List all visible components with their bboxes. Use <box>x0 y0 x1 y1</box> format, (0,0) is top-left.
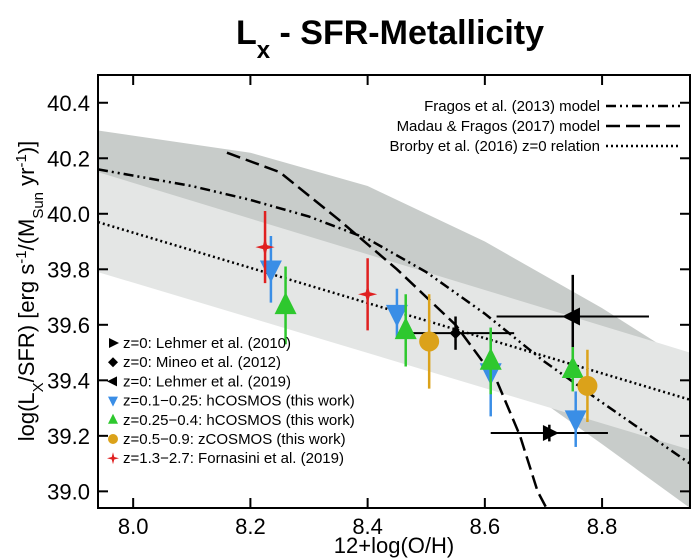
data-point <box>419 331 440 352</box>
y-label-part: /SFR) [erg s <box>14 264 39 383</box>
y-label-part: /(M <box>14 219 39 251</box>
data-point <box>564 410 587 433</box>
legend-marker <box>108 434 118 444</box>
legend-marker <box>108 413 118 424</box>
data-point <box>561 307 580 326</box>
y-label-part: -1 <box>13 154 30 167</box>
y-label-part: -1 <box>13 250 30 263</box>
legend-label: z=0: Lehmer et al. (2010) <box>123 335 291 352</box>
x-tick-label: 8.0 <box>118 514 149 539</box>
x-tick-label: 8.4 <box>352 514 383 539</box>
y-tick-label: 40.2 <box>47 146 90 171</box>
model-line <box>98 220 690 401</box>
data-point <box>274 292 297 315</box>
title-subscript: x <box>257 37 271 64</box>
data-point <box>449 327 462 340</box>
title-text: - SFR-Metallicity <box>270 14 544 52</box>
y-tick-label: 39.4 <box>47 368 90 393</box>
legend-label: z=0.25−0.4: hCOSMOS (this work) <box>123 412 355 429</box>
plot-area <box>98 130 690 508</box>
plot-frame <box>97 74 691 509</box>
legend-label: Madau & Fragos (2017) model <box>397 118 600 135</box>
y-tick-label: 39.8 <box>47 257 90 282</box>
legend-marker <box>108 396 118 407</box>
x-tick-label: 8.8 <box>587 514 618 539</box>
x-axis-label: 12+log(O/H) <box>334 533 454 558</box>
data-point <box>385 304 408 327</box>
data-point <box>394 317 417 340</box>
data-point <box>542 425 559 442</box>
data-point <box>561 356 584 379</box>
legend-label: Fragos et al. (2013) model <box>424 98 600 115</box>
y-label-part: yr <box>14 168 39 192</box>
y-tick-label: 39.2 <box>47 424 90 449</box>
legend-marker <box>109 338 119 348</box>
x-tick-label: 8.6 <box>470 514 501 539</box>
legend-label: Brorby et al. (2016) z=0 relation <box>389 138 600 155</box>
legend-label: z=0: Lehmer et al. (2019) <box>123 373 291 390</box>
y-label-part: X <box>30 382 47 392</box>
legend-marker <box>107 452 119 465</box>
y-tick-label: 39.6 <box>47 313 90 338</box>
legend-label: z=0.1−0.25: hCOSMOS (this work) <box>123 393 355 410</box>
y-label-part: log(L <box>14 392 39 441</box>
y-axis-label: log(LX/SFR) [erg s-1/(MSun yr-1)] <box>13 141 47 442</box>
y-tick-label: 40.0 <box>47 202 90 227</box>
x-tick-label: 8.2 <box>235 514 266 539</box>
data-point <box>358 284 378 304</box>
legend-marker <box>108 357 118 368</box>
chart-title: Lx - SFR-Metallicity <box>236 14 544 64</box>
y-label-part: Sun <box>30 192 47 219</box>
y-tick-label: 40.4 <box>47 91 90 116</box>
legend-label: z=0.5−0.9: zCOSMOS (this work) <box>123 431 346 448</box>
legend-label: z=0: Mineo et al. (2012) <box>123 354 281 371</box>
title-text: L <box>236 14 257 52</box>
data-point <box>577 375 598 396</box>
y-tick-label: 39.0 <box>47 479 90 504</box>
legend-marker <box>107 376 117 387</box>
data-point <box>255 237 275 257</box>
legend-label: z=1.3−2.7: Fornasini et al. (2019) <box>123 450 344 467</box>
data-point <box>479 347 502 370</box>
y-label-part: )] <box>14 141 39 154</box>
